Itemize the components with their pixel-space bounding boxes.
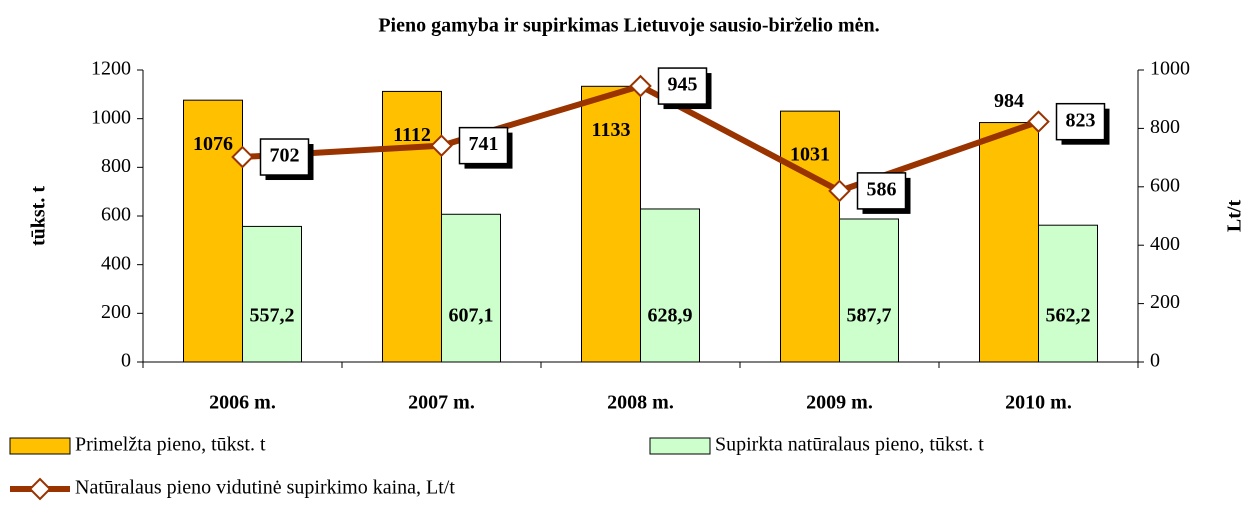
data-label: 984 — [994, 90, 1024, 112]
data-label: 628,9 — [648, 305, 693, 327]
bar — [441, 213, 501, 363]
y-tick-label: 600 — [101, 204, 131, 226]
data-label: 945 — [668, 74, 698, 96]
y2-tick-label: 1000 — [1150, 58, 1190, 80]
data-label: 607,1 — [449, 305, 494, 327]
legend-label: Primelžta pieno, tūkst. t — [75, 434, 266, 456]
data-label: 1112 — [393, 124, 431, 146]
marker — [231, 145, 254, 169]
data-label: 741 — [469, 133, 499, 155]
bar — [979, 122, 1039, 363]
y2-tick-label: 800 — [1150, 116, 1180, 138]
marker — [430, 134, 453, 157]
data-label: 1031 — [790, 144, 830, 166]
x-tick-label: 2006 m. — [209, 392, 276, 414]
data-label: 1133 — [592, 119, 631, 141]
bar — [581, 85, 641, 363]
y2-tick-label: 200 — [1150, 291, 1180, 313]
legend-swatch — [649, 437, 711, 455]
x-tick-label: 2009 m. — [806, 392, 873, 414]
y-tick-label: 1000 — [91, 106, 131, 128]
label-box — [1055, 102, 1106, 141]
y2-axis-label: Lt/t — [1224, 200, 1246, 233]
data-label: 586 — [867, 178, 897, 200]
chart-title: Pieno gamyba ir supirkimas Lietuvoje sau… — [378, 15, 879, 37]
y2-tick-label: 0 — [1150, 350, 1160, 372]
label-box — [657, 67, 708, 105]
label-box — [458, 126, 509, 165]
bar — [640, 208, 700, 363]
data-label: 557,2 — [250, 305, 295, 327]
data-label: 562,2 — [1046, 305, 1091, 327]
legend-swatch — [9, 437, 71, 455]
data-label: 823 — [1066, 109, 1096, 131]
y-tick-label: 1200 — [91, 58, 131, 80]
bar — [382, 90, 442, 363]
legend-label: Supirkta natūralaus pieno, tūkst. t — [715, 434, 984, 456]
marker — [629, 74, 652, 98]
y-axis-label: tūkst. t — [28, 186, 50, 246]
legend-marker — [28, 477, 52, 501]
y-tick-label: 0 — [121, 350, 131, 372]
x-tick-label: 2010 m. — [1005, 392, 1072, 414]
bar — [1038, 224, 1098, 363]
marker — [828, 179, 851, 203]
y2-tick-label: 400 — [1150, 233, 1180, 255]
label-box — [259, 138, 310, 176]
bar — [780, 110, 840, 363]
bar — [839, 218, 899, 363]
data-label: 1076 — [193, 133, 233, 155]
label-box — [856, 172, 907, 210]
y-tick-label: 200 — [101, 301, 131, 323]
marker — [1027, 110, 1050, 133]
y-tick-label: 800 — [101, 155, 131, 177]
y2-tick-label: 600 — [1150, 174, 1180, 196]
data-label: 587,7 — [847, 305, 892, 327]
x-tick-label: 2008 m. — [607, 392, 674, 414]
bar — [183, 99, 243, 363]
y-tick-label: 400 — [101, 252, 131, 274]
bar — [242, 225, 302, 363]
data-label: 702 — [270, 145, 300, 167]
legend-label: Natūralaus pieno vidutinė supirkimo kain… — [75, 477, 455, 499]
x-tick-label: 2007 m. — [408, 392, 475, 414]
